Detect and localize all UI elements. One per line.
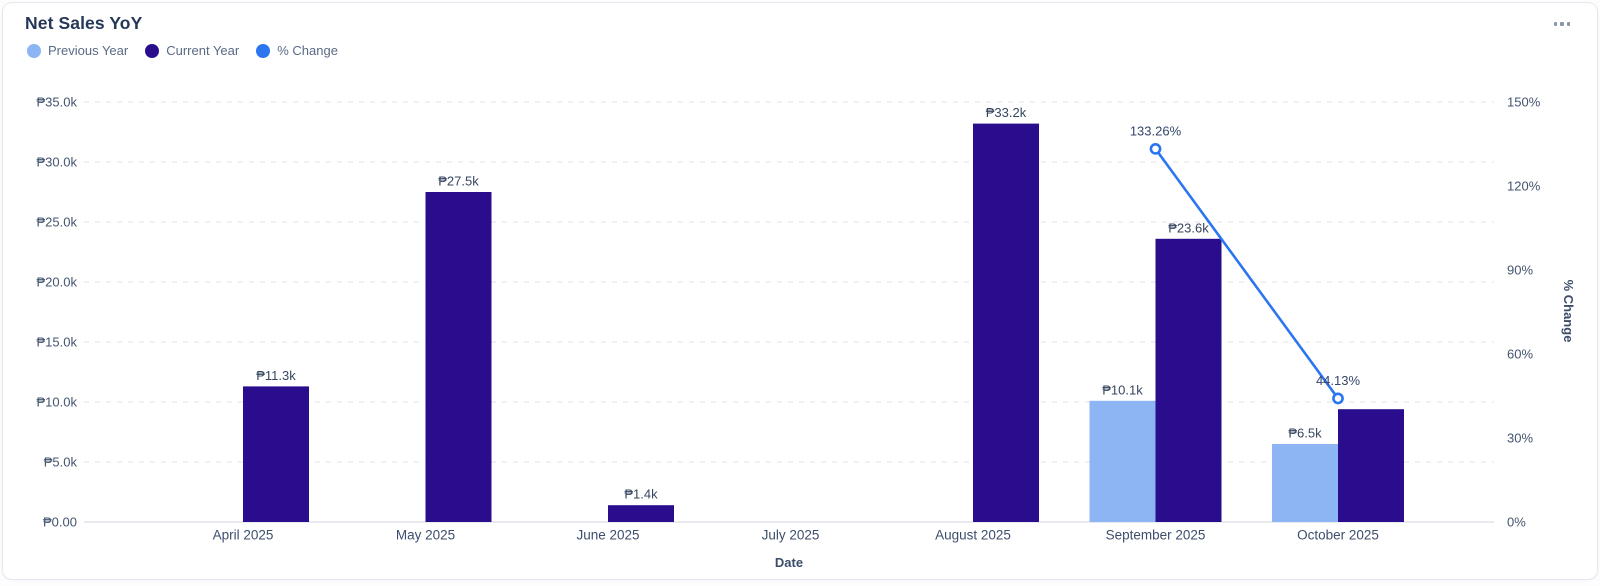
y-axis-tick-label: ₱10.0k [37,395,78,410]
pct-change-line [1154,147,1340,400]
y-axis-tick-label: ₱0.00 [43,515,77,530]
y2-axis-tick-label: 60% [1507,347,1533,362]
x-axis-tick-label: October 2025 [1297,528,1379,543]
y2-axis-tick-label: 90% [1507,263,1533,278]
bar-value-label: ₱23.6k [1168,220,1209,235]
bar-current-year-6[interactable] [1338,409,1404,522]
more-options-button[interactable] [1549,15,1575,33]
legend-dot-icon [145,43,160,58]
bar-current-year-2[interactable] [608,505,674,522]
bar-previous-year-6[interactable] [1272,444,1338,522]
ellipsis-icon [1553,22,1558,26]
bar-value-label: ₱1.4k [624,487,658,502]
legend-dot-icon [256,43,271,58]
legend-item-current-year[interactable]: Current Year [145,43,239,58]
bar-current-year-0[interactable] [243,386,309,522]
legend-label: % Change [277,43,338,58]
pct-change-marker-5[interactable] [1149,142,1162,155]
x-axis-tick-label: April 2025 [213,528,274,543]
x-axis-tick-label: September 2025 [1106,528,1206,543]
bar-value-label: ₱6.5k [1288,426,1322,441]
y-axis-tick-label: ₱20.0k [37,275,78,290]
y-axis-tick-label: ₱35.0k [37,95,78,110]
legend-label: Previous Year [48,43,129,58]
chart-title: Net Sales YoY [25,13,143,33]
x-axis-tick-label: July 2025 [762,528,820,543]
line-value-label: 133.26% [1130,123,1182,138]
y-axis-tick-label: ₱25.0k [37,215,78,230]
bar-current-year-4[interactable] [973,123,1039,522]
legend-item--change[interactable]: % Change [256,43,338,58]
bar-current-year-5[interactable] [1155,238,1222,523]
bar-value-label: ₱11.3k [256,368,296,383]
legend-item-previous-year[interactable]: Previous Year [27,43,128,58]
bar-value-label: ₱10.1k [1102,382,1143,397]
x-axis-tick-label: August 2025 [935,528,1011,543]
line-value-label: 44.13% [1316,373,1361,388]
ellipsis-icon [1560,22,1564,26]
x-axis-tick-label: June 2025 [576,528,639,543]
bar-value-label: ₱33.2k [986,105,1027,120]
y2-axis-tick-label: 0% [1507,515,1526,530]
legend-dot-icon [27,43,41,58]
y2-axis-tick-label: 150% [1507,95,1541,110]
pct-change-marker-6[interactable] [1332,392,1344,405]
y-axis-tick-label: ₱30.0k [37,155,78,170]
bar-value-label: ₱27.5k [438,174,479,189]
y2-axis-tick-label: 120% [1507,179,1541,194]
x-axis-title: Date [775,555,803,570]
bar-previous-year-5[interactable] [1089,400,1156,522]
bar-current-year-1[interactable] [425,192,492,522]
y2-axis-tick-label: 30% [1507,431,1533,446]
y-axis-tick-label: ₱15.0k [37,335,78,350]
y-axis-tick-label: ₱5.0k [44,455,78,470]
legend: Previous Year Current Year % Change [27,43,338,58]
x-axis-tick-label: May 2025 [396,528,455,543]
y2-axis-title: % Change [1561,280,1576,343]
legend-label: Current Year [166,43,240,58]
ellipsis-icon [1566,22,1571,26]
